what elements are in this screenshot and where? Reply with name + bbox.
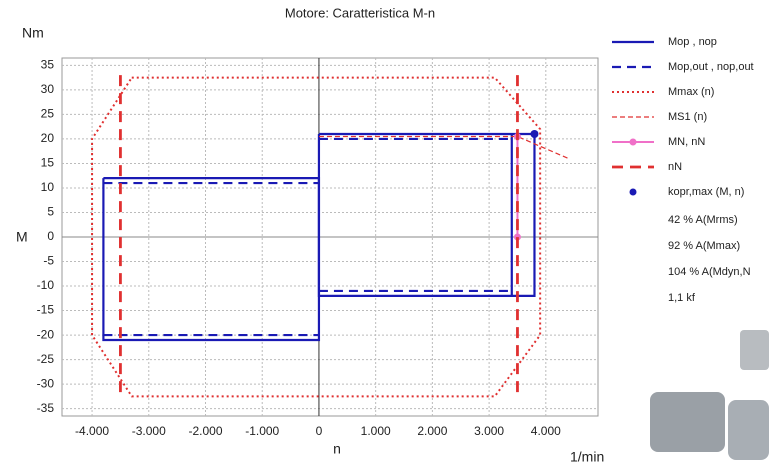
legend-label: Mop,out , nop,out bbox=[668, 61, 754, 73]
x-tick-label: 1.000 bbox=[361, 424, 391, 438]
motor-images bbox=[650, 330, 769, 460]
y-tick-label: -35 bbox=[37, 401, 55, 415]
y-label: M bbox=[16, 229, 28, 245]
x-label: n bbox=[333, 441, 341, 457]
legend-label: Mop , nop bbox=[668, 36, 717, 48]
legend-label: MN, nN bbox=[668, 136, 705, 148]
y-tick-label: 30 bbox=[41, 82, 55, 96]
x-tick-label: -2.000 bbox=[188, 424, 222, 438]
x-tick-label: -1.000 bbox=[245, 424, 279, 438]
x-tick-label: 2.000 bbox=[417, 424, 447, 438]
motor-image bbox=[740, 330, 769, 370]
y-tick-label: 15 bbox=[41, 156, 55, 170]
y-tick-label: -15 bbox=[37, 303, 55, 317]
x-tick-label: -3.000 bbox=[132, 424, 166, 438]
data-point bbox=[513, 233, 521, 241]
motor-image bbox=[728, 400, 769, 460]
series-line bbox=[102, 177, 321, 342]
x-tick-label: 0 bbox=[316, 424, 323, 438]
legend-label: Mmax (n) bbox=[668, 86, 714, 98]
legend-note: 104 % A(Mdyn,N bbox=[668, 266, 751, 278]
x-tick-label: -4.000 bbox=[75, 424, 109, 438]
y-tick-label: 25 bbox=[41, 107, 55, 121]
y-tick-label: -10 bbox=[37, 278, 55, 292]
y-tick-label: -25 bbox=[37, 352, 55, 366]
y-tick-label: 5 bbox=[47, 205, 54, 219]
series-line bbox=[318, 135, 569, 160]
legend-note: 92 % A(Mmax) bbox=[668, 240, 740, 252]
y-tick-label: 10 bbox=[41, 180, 55, 194]
y-tick-label: 20 bbox=[41, 131, 55, 145]
y-tick-label: 35 bbox=[41, 58, 55, 72]
chart-title: Motore: Caratteristica M-n bbox=[285, 5, 435, 20]
series-line bbox=[317, 132, 536, 297]
legend-note: 1,1 kf bbox=[668, 292, 696, 304]
y-tick-label: -20 bbox=[37, 327, 55, 341]
legend-label: nN bbox=[668, 161, 682, 173]
y-tick-label: -5 bbox=[43, 254, 54, 268]
y-tick-label: -30 bbox=[37, 376, 55, 390]
legend-marker bbox=[629, 188, 637, 196]
legend-label: MS1 (n) bbox=[668, 111, 707, 123]
x-tick-label: 4.000 bbox=[531, 424, 561, 438]
y-tick-label: 0 bbox=[47, 229, 54, 243]
y-unit: Nm bbox=[22, 25, 44, 41]
legend-label: kopr,max (M, n) bbox=[668, 186, 744, 198]
series-line bbox=[91, 76, 542, 398]
motor-image bbox=[650, 392, 725, 452]
legend-marker bbox=[629, 138, 637, 146]
data-point bbox=[530, 130, 539, 139]
x-unit: 1/min bbox=[570, 449, 604, 465]
x-tick-label: 3.000 bbox=[474, 424, 504, 438]
legend-note: 42 % A(Mrms) bbox=[668, 214, 738, 226]
